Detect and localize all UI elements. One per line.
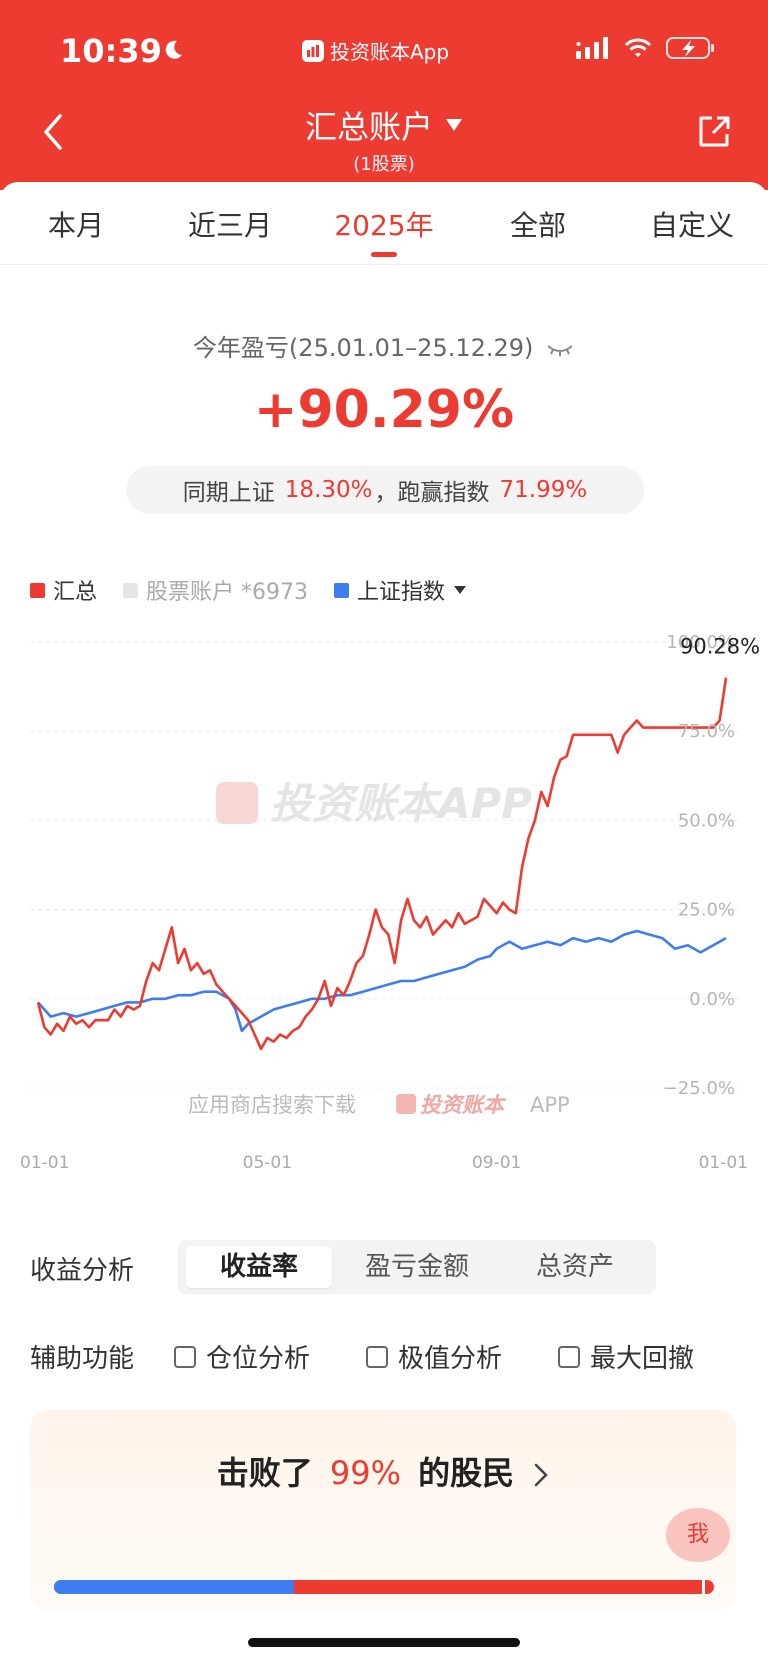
legend-stock-label: 股票账户 *6973 xyxy=(146,580,308,605)
excess-return: 71.99% xyxy=(499,477,588,503)
me-marker: 我 xyxy=(666,1508,730,1562)
x-tick-label: 09-01 xyxy=(472,1153,521,1173)
x-tick-label: 05-01 xyxy=(243,1153,292,1173)
legend-sh-index[interactable]: 上证指数 xyxy=(334,574,467,606)
y-tick-label: −25.0% xyxy=(663,1078,735,1099)
aux-functions-row: 辅助功能 仓位分析 极值分析 最大回撤 xyxy=(30,1334,768,1378)
tab-custom[interactable]: 自定义 xyxy=(649,209,735,242)
bottom-watermark-suffix: APP xyxy=(530,1093,570,1117)
period-label: 今年盈亏(25.01.01–25.12.29) xyxy=(192,334,534,362)
chevron-right-icon xyxy=(535,1463,549,1487)
active-tab-indicator xyxy=(371,252,397,257)
moon-icon xyxy=(162,38,184,64)
tab-three-months[interactable]: 近三月 xyxy=(187,209,273,242)
aux-label: 辅助功能 xyxy=(30,1344,135,1374)
y-tick-label: 75.0% xyxy=(678,721,735,742)
nav-bar: 汇总账户 (1股票) xyxy=(0,100,768,180)
tab-this-month[interactable]: 本月 xyxy=(47,209,105,242)
back-button[interactable] xyxy=(40,112,66,156)
bottom-watermark: 应用商店搜索下载 投资账本 APP xyxy=(188,1093,570,1117)
seg-pnl-amount[interactable]: 盈亏金额 xyxy=(364,1252,469,1282)
period-label-row: 今年盈亏(25.01.01–25.12.29) xyxy=(0,328,768,363)
bottom-watermark-prefix: 应用商店搜索下载 xyxy=(188,1093,356,1117)
page-title: 汇总账户 xyxy=(304,108,433,146)
legend-swatch-index xyxy=(334,582,349,598)
status-icons xyxy=(576,36,716,60)
return-to-app[interactable]: 投资账本App xyxy=(302,36,449,65)
beat-investors-card[interactable]: 击败了 99% 的股民 xyxy=(30,1410,736,1610)
beat-prefix: 击败了 xyxy=(216,1454,313,1492)
return-app-name: 投资账本App xyxy=(330,40,450,64)
analysis-segmented-control: 收益率 盈亏金额 总资产 xyxy=(178,1240,656,1294)
checkbox-position-label: 仓位分析 xyxy=(206,1344,311,1374)
checkbox-max-drawdown[interactable]: 最大回撤 xyxy=(558,1338,694,1375)
series-line-sh-index xyxy=(37,929,727,1033)
home-indicator xyxy=(248,1638,520,1647)
checkbox-extreme-label: 极值分析 xyxy=(398,1344,503,1374)
checkbox-icon xyxy=(558,1345,580,1368)
analysis-label: 收益分析 xyxy=(30,1256,135,1286)
page-subtitle: (1股票) xyxy=(353,154,415,175)
sh-index-return: 18.30% xyxy=(284,477,373,503)
beat-suffix: 的股民 xyxy=(418,1454,515,1492)
percentile-marker xyxy=(702,1580,705,1594)
legend-swatch-total xyxy=(30,582,45,598)
x-tick-label: 01-01 xyxy=(699,1153,748,1173)
checkbox-drawdown-label: 最大回撤 xyxy=(590,1344,695,1374)
checkbox-icon xyxy=(174,1345,196,1368)
tab-2025[interactable]: 2025年 xyxy=(334,209,434,242)
chart-legend: 汇总 股票账户 *6973 上证指数 xyxy=(30,574,467,606)
legend-stock-account[interactable]: 股票账户 *6973 xyxy=(123,574,308,606)
battery-charging-icon xyxy=(666,37,714,59)
seg-return-rate[interactable]: 收益率 xyxy=(186,1246,332,1288)
percentile-bar xyxy=(54,1580,714,1594)
beat-text: 击败了 99% 的股民 xyxy=(30,1448,736,1494)
seg-total-assets[interactable]: 总资产 xyxy=(535,1252,614,1282)
index-dropdown-icon xyxy=(454,586,467,594)
analysis-row: 收益分析 收益率 盈亏金额 总资产 xyxy=(30,1236,768,1294)
bottom-watermark-logo-icon xyxy=(396,1094,416,1114)
wifi-icon xyxy=(624,38,652,57)
back-arrow-icon xyxy=(44,114,62,150)
tab-all[interactable]: 全部 xyxy=(509,209,567,242)
end-value-label: 90.28% xyxy=(680,635,760,659)
hide-eye-icon[interactable] xyxy=(545,341,575,357)
share-icon xyxy=(699,116,730,147)
y-tick-label: 100.0% xyxy=(666,632,735,653)
x-tick-label: 01-01 xyxy=(20,1153,69,1173)
compare-prefix: 同期上证 xyxy=(182,480,275,506)
legend-swatch-stock xyxy=(123,582,139,598)
checkbox-icon xyxy=(366,1345,388,1368)
chart-watermark: 投资账本APP xyxy=(216,779,532,828)
y-tick-label: 25.0% xyxy=(678,900,735,921)
share-button[interactable] xyxy=(696,114,732,154)
compare-mid: ，跑赢指数 xyxy=(374,480,490,506)
legend-total[interactable]: 汇总 xyxy=(30,574,97,606)
signal-icon xyxy=(576,37,608,59)
checkbox-position-analysis[interactable]: 仓位分析 xyxy=(174,1338,310,1375)
status-bar: 10:39 投资账本App xyxy=(0,30,768,70)
y-tick-label: 0.0% xyxy=(689,989,735,1010)
watermark-text: 投资账本APP xyxy=(270,779,532,828)
pnl-percent: +90.29% xyxy=(253,380,515,440)
period-tabs: 本月 近三月 2025年 全部 自定义 xyxy=(0,182,768,265)
y-tick-label: 50.0% xyxy=(678,810,735,831)
beat-percent: 99% xyxy=(329,1454,401,1492)
watermark-logo-icon xyxy=(216,782,258,824)
returns-chart[interactable]: 投资账本APP 100.0%75.0%50.0%25.0%0.0%−25.0% … xyxy=(0,630,768,1190)
checkbox-extreme-analysis[interactable]: 极值分析 xyxy=(366,1338,502,1375)
status-time: 10:39 xyxy=(60,32,162,70)
caret-down-icon xyxy=(446,119,462,131)
legend-index-label: 上证指数 xyxy=(357,580,446,605)
legend-total-label: 汇总 xyxy=(53,580,98,605)
app-logo-icon xyxy=(302,39,324,62)
series-line-total xyxy=(36,677,728,1051)
account-selector[interactable]: 汇总账户 (1股票) xyxy=(0,102,768,176)
percentile-bar-blue xyxy=(54,1580,294,1594)
app-header: 10:39 投资账本App xyxy=(0,0,768,190)
bottom-watermark-app: 投资账本 xyxy=(420,1093,507,1117)
index-comparison: 同期上证 18.30% ，跑赢指数 71.99% xyxy=(126,466,644,514)
